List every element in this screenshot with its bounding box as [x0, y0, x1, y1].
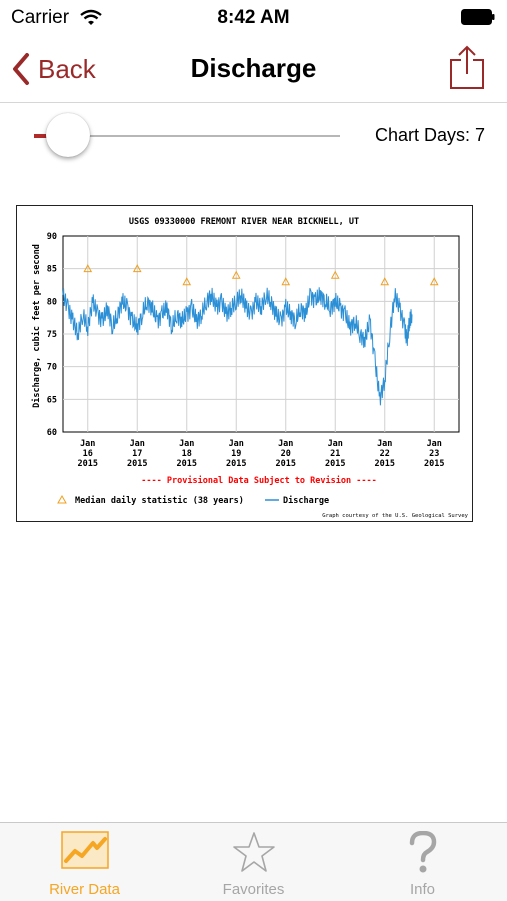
back-label: Back [38, 53, 96, 84]
x-tick-day: 17 [132, 449, 142, 459]
y-axis-label: Discharge, cubic feet per second [31, 244, 42, 408]
discharge-series-line [62, 287, 413, 406]
median-point [380, 277, 390, 286]
median-point [83, 264, 93, 273]
y-tick-label: 90 [47, 232, 57, 242]
page-title: Discharge [190, 53, 317, 83]
x-tick-year: 2015 [325, 459, 345, 469]
median-point [182, 277, 192, 286]
navigation-bar: Back Discharge [0, 36, 507, 103]
legend-median-marker [57, 494, 67, 504]
x-tick-year: 2015 [276, 459, 296, 469]
slider-fill [34, 134, 48, 138]
median-point [132, 264, 142, 273]
x-tick-day: 19 [231, 449, 241, 459]
carrier-label: Carrier [11, 7, 70, 28]
chart-icon [60, 831, 109, 869]
star-icon [232, 832, 275, 872]
share-icon[interactable] [449, 44, 485, 90]
chart-title: USGS 09330000 FREMONT RIVER NEAR BICKNEL… [129, 217, 359, 227]
chart-svg: USGS 09330000 FREMONT RIVER NEAR BICKNEL… [31, 217, 469, 519]
tab-bar: River Data Favorites Info [0, 822, 507, 901]
x-tick-month: Jan [427, 439, 442, 449]
question-mark-icon [409, 831, 436, 873]
tab-favorites-label: Favorites [222, 881, 285, 898]
y-tick-label: 75 [47, 330, 57, 340]
x-tick-day: 22 [380, 449, 390, 459]
x-tick-year: 2015 [375, 459, 395, 469]
x-tick-year: 2015 [127, 459, 147, 469]
y-tick-label: 70 [47, 363, 57, 373]
chevron-left-icon [13, 53, 29, 85]
chart-credit: Graph courtesy of the U.S. Geological Su… [322, 513, 468, 519]
x-tick-year: 2015 [226, 459, 246, 469]
median-point [281, 277, 291, 286]
median-point [231, 270, 241, 279]
x-tick-day: 16 [83, 449, 93, 459]
status-bar: Carrier 8:42 AM [0, 0, 507, 36]
y-tick-label: 60 [47, 428, 57, 438]
y-tick-label: 85 [47, 265, 57, 275]
y-tick-label: 80 [47, 297, 57, 307]
back-button[interactable]: Back [12, 50, 96, 88]
tab-favorites[interactable]: Favorites [169, 823, 338, 901]
x-tick-month: Jan [377, 439, 392, 449]
x-tick-year: 2015 [177, 459, 197, 469]
x-tick-month: Jan [328, 439, 343, 449]
discharge-chart: USGS 09330000 FREMONT RIVER NEAR BICKNEL… [16, 205, 473, 522]
legend-discharge-label: Discharge [283, 495, 329, 506]
x-tick-month: Jan [179, 439, 194, 449]
clock: 8:42 AM [217, 7, 290, 28]
x-tick-year: 2015 [424, 459, 444, 469]
x-tick-day: 20 [281, 449, 291, 459]
battery-icon [461, 9, 495, 25]
x-tick-month: Jan [229, 439, 244, 449]
x-tick-day: 23 [429, 449, 439, 459]
median-point [429, 277, 439, 286]
median-point [330, 270, 340, 279]
provisional-annotation: ---- Provisional Data Subject to Revisio… [141, 475, 376, 486]
chart-days-label: Chart Days: 7 [374, 125, 485, 145]
tab-river-data-label: River Data [49, 881, 120, 898]
wifi-icon [80, 9, 102, 25]
chart-days-control: Chart Days: 7 [0, 103, 507, 173]
tab-info-label: Info [409, 881, 436, 898]
legend-median-label: Median daily statistic (38 years) [75, 495, 244, 506]
x-tick-month: Jan [130, 439, 145, 449]
x-tick-month: Jan [80, 439, 95, 449]
tab-river-data[interactable]: River Data [0, 823, 169, 901]
slider-thumb[interactable] [46, 113, 90, 157]
x-tick-year: 2015 [78, 459, 98, 469]
x-tick-month: Jan [278, 439, 293, 449]
tab-info[interactable]: Info [338, 823, 507, 901]
x-tick-day: 21 [330, 449, 340, 459]
slider-track[interactable] [34, 135, 340, 137]
x-tick-day: 18 [182, 449, 192, 459]
y-tick-label: 65 [47, 395, 57, 405]
